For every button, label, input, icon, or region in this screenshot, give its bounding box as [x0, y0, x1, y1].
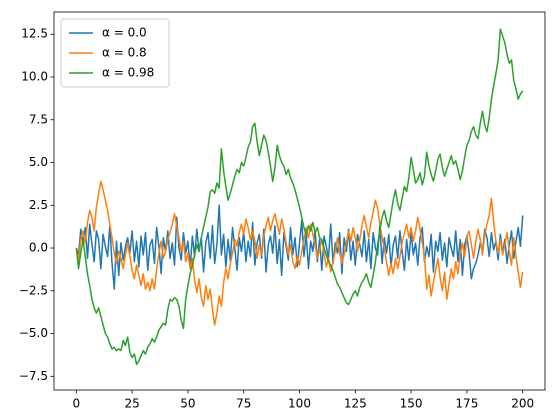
x-tick-label: 175 — [455, 397, 478, 411]
y-tick-label: 2.5 — [29, 198, 48, 212]
series-line — [75, 180, 524, 326]
legend-label: α = 0.0 — [102, 26, 147, 40]
series-line — [75, 28, 524, 366]
y-tick-label: 0.0 — [29, 241, 48, 255]
x-tick-label: 75 — [236, 397, 251, 411]
x-tick-label: 125 — [344, 397, 367, 411]
x-tick-label: 25 — [124, 397, 139, 411]
y-tick-label: 5.0 — [29, 155, 48, 169]
x-tick-label: 150 — [400, 397, 423, 411]
x-tick-label: 0 — [72, 397, 80, 411]
x-tick-label: 200 — [511, 397, 534, 411]
legend-label: α = 0.98 — [102, 66, 154, 80]
x-tick-label: 50 — [180, 397, 195, 411]
legend-label: α = 0.8 — [102, 46, 147, 60]
series-line — [75, 204, 524, 290]
y-tick-label: −2.5 — [19, 283, 48, 297]
legend-box — [60, 18, 170, 88]
y-tick-label: 7.5 — [29, 112, 48, 126]
x-tick-label: 100 — [288, 397, 311, 411]
y-tick-label: 10.0 — [21, 69, 48, 83]
legend: α = 0.0 α = 0.8 α = 0.98 — [60, 18, 170, 88]
plot-lines — [75, 28, 524, 366]
y-tick-label: −7.5 — [19, 369, 48, 383]
y-tick-label: −5.0 — [19, 326, 48, 340]
y-tick-label: 12.5 — [21, 27, 48, 41]
